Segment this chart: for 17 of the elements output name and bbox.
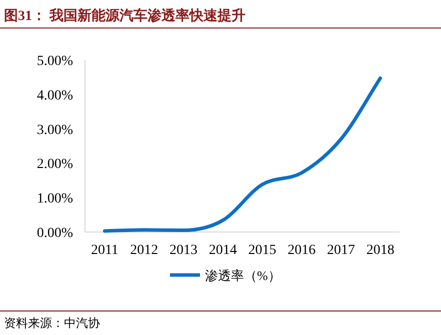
y-tick-label: 0.00% [36,226,74,241]
text: 资料来源：中汽协 [4,316,100,330]
y-tick-label: 3.00% [36,122,74,138]
y-tick-label: 4.00% [36,88,74,104]
y-tick-label: 2.00% [36,157,74,172]
x-tick-label: 2012 [130,243,158,258]
x-tick-label: 2014 [208,243,237,258]
x-tick-label: 2018 [366,243,394,258]
x-tick-label: 2015 [248,243,276,258]
x-tick-label: 2016 [288,243,316,258]
legend-label: 渗透率（%） [205,268,281,283]
title: 图31： 我国新能源汽车渗透率快速提升 [4,9,246,24]
x-tick-label: 2011 [90,243,118,258]
x-tick-label: 2017 [326,243,355,258]
x-tick-label: 2013 [169,243,198,258]
y-tick-label: 5.00% [36,54,74,69]
y-tick-label: 1.00% [36,192,74,207]
